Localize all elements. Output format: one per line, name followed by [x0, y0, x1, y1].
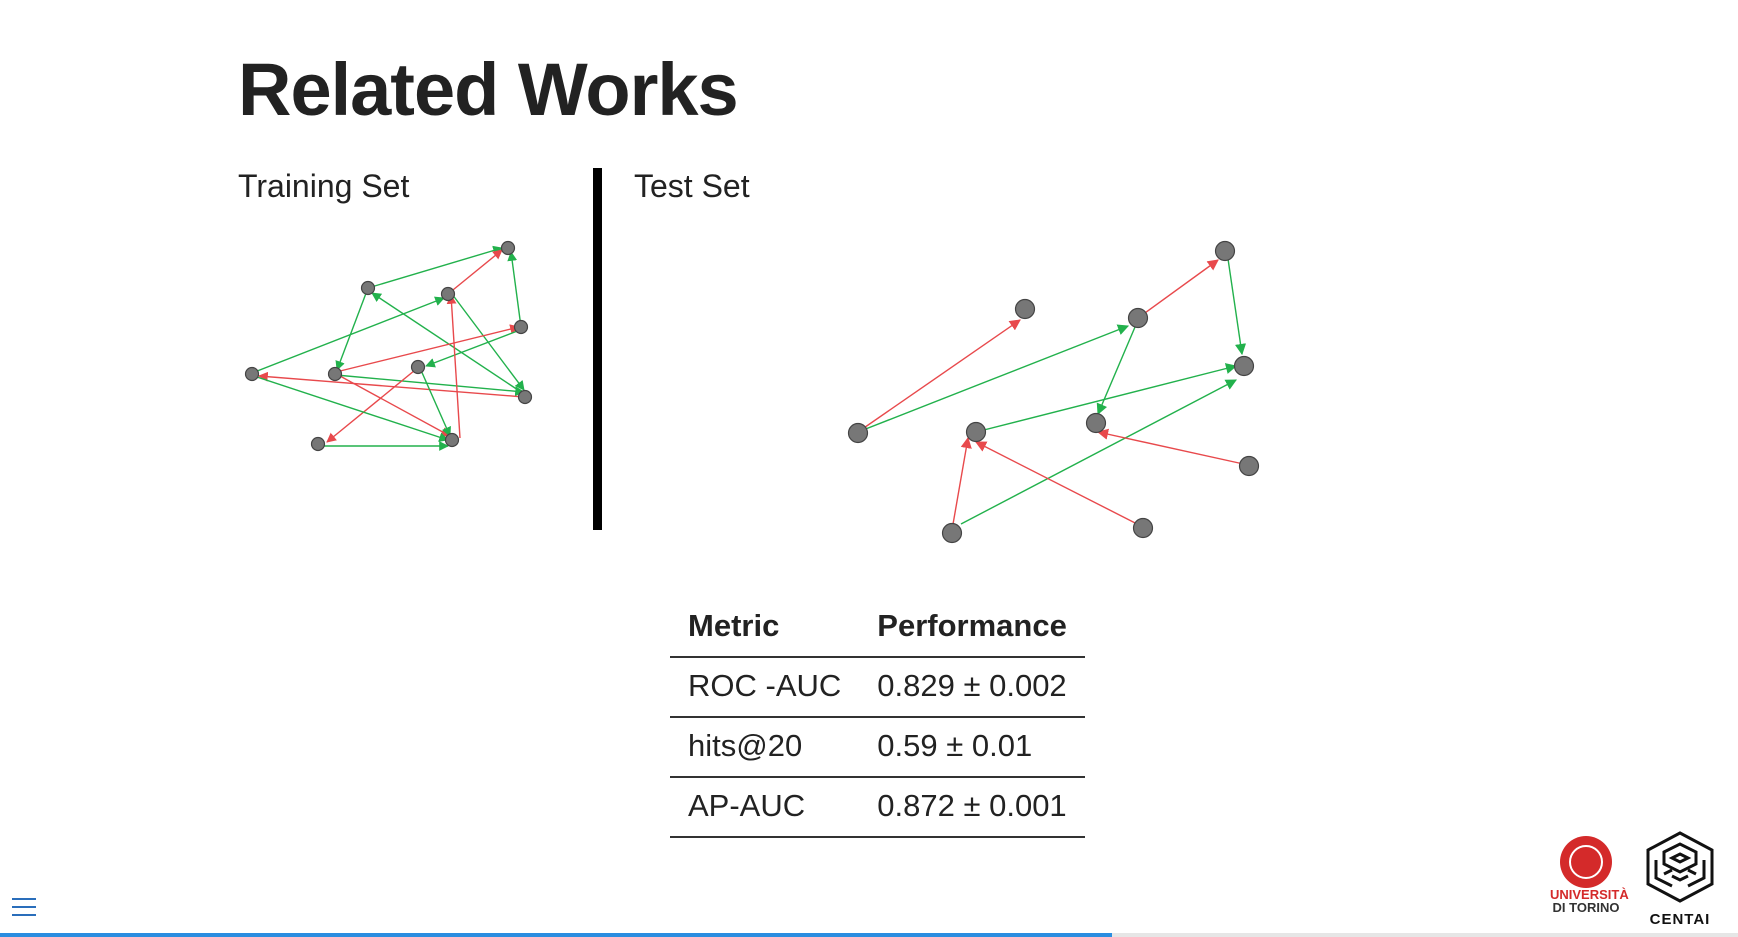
metric-value: 0.59 ± 0.01 — [859, 717, 1085, 778]
train-edge — [335, 287, 369, 371]
metric-value: 0.829 ± 0.002 — [859, 657, 1085, 718]
test-edge — [1096, 428, 1249, 466]
train-node — [410, 359, 426, 375]
metrics-table: Metric Performance ROC -AUC 0.829 ± 0.00… — [670, 598, 1085, 838]
train-node — [310, 436, 326, 452]
centai-logo: CENTAI — [1640, 830, 1720, 928]
test-edge — [1137, 259, 1219, 319]
metric-name: AP-AUC — [670, 777, 860, 838]
train-node — [513, 319, 529, 335]
train-edge — [371, 292, 525, 395]
train-edge — [339, 375, 451, 437]
test-edge — [951, 436, 972, 531]
menu-bar — [12, 898, 36, 900]
test-edge — [975, 363, 1238, 433]
header-metric: Metric — [670, 598, 860, 658]
test-node — [941, 522, 963, 544]
train-node — [360, 280, 376, 296]
train-node — [517, 389, 533, 405]
centai-emblem-icon — [1646, 831, 1714, 903]
test-node — [1127, 307, 1149, 329]
unito-seal-icon — [1560, 836, 1612, 888]
test-set-label: Test Set — [634, 168, 750, 204]
table-row: ROC -AUC 0.829 ± 0.002 — [670, 657, 1085, 718]
test-edge — [857, 319, 1021, 433]
metric-name: ROC -AUC — [670, 657, 860, 718]
table-header-row: Metric Performance — [670, 598, 1085, 658]
unito-logo-line1: UNIVERSITÀ — [1550, 887, 1629, 902]
train-edge — [335, 374, 525, 397]
test-edge — [975, 441, 1144, 528]
test-edge — [960, 379, 1237, 525]
metric-name: hits@20 — [670, 717, 860, 778]
train-edge — [507, 251, 522, 328]
slide-title: Related Works — [238, 48, 739, 131]
train-edge — [446, 294, 461, 439]
train-edge — [419, 367, 451, 437]
training-set-label: Training Set — [238, 168, 410, 204]
train-edge — [326, 365, 421, 443]
train-edge — [258, 371, 525, 398]
table-row: AP-AUC 0.872 ± 0.001 — [670, 777, 1085, 838]
test-edge — [857, 324, 1130, 433]
train-edge — [253, 375, 449, 442]
universita-di-torino-logo: UNIVERSITÀ DI TORINO — [1550, 836, 1629, 915]
panel-divider — [593, 168, 602, 530]
test-node — [1233, 355, 1255, 377]
table-row: hits@20 0.59 ± 0.01 — [670, 717, 1085, 778]
train-edge — [367, 245, 503, 289]
test-node — [1238, 455, 1260, 477]
test-node — [1214, 240, 1236, 262]
test-node — [965, 421, 987, 443]
train-node — [444, 432, 460, 448]
train-edge — [335, 324, 520, 373]
train-node — [440, 286, 456, 302]
train-node — [500, 240, 516, 256]
train-node — [327, 366, 343, 382]
centai-logo-text: CENTAI — [1649, 911, 1711, 928]
menu-bar — [12, 906, 36, 908]
test-node — [1085, 412, 1107, 434]
test-node — [1132, 517, 1154, 539]
metric-value: 0.872 ± 0.001 — [859, 777, 1085, 838]
train-edge — [447, 249, 503, 295]
train-node — [244, 366, 260, 382]
unito-logo-line2: DI TORINO — [1552, 900, 1620, 915]
test-node — [847, 422, 869, 444]
train-edge — [425, 329, 521, 368]
header-performance: Performance — [859, 598, 1085, 658]
slide-progress-bar — [0, 933, 1113, 937]
hamburger-menu-icon[interactable] — [12, 898, 36, 920]
test-node — [1014, 298, 1036, 320]
test-edge — [1096, 319, 1139, 416]
train-edge — [251, 296, 445, 374]
menu-bar — [12, 914, 36, 916]
test-edge — [1226, 251, 1247, 356]
